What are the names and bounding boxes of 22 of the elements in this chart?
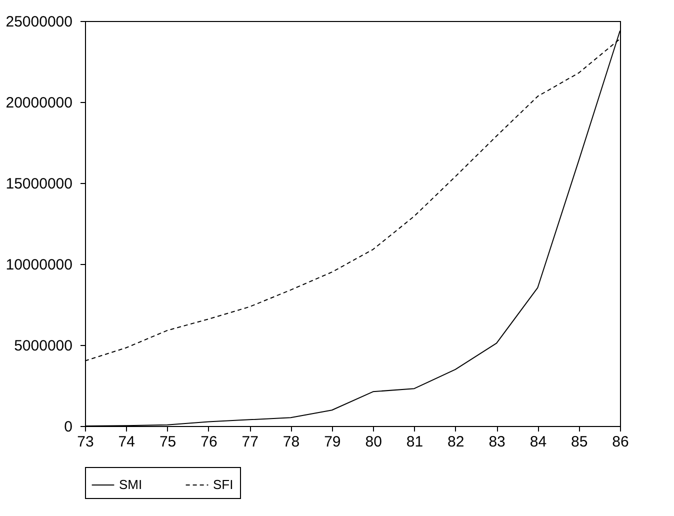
y-tick-label: 0 <box>64 418 72 436</box>
x-tick-label: 78 <box>282 434 300 450</box>
x-tick-label: 83 <box>488 434 506 450</box>
x-tick-label: 73 <box>77 434 94 450</box>
y-tick-label: 25000000 <box>6 14 72 30</box>
x-tick-label: 82 <box>448 434 464 450</box>
x-tick-label: 79 <box>324 434 341 450</box>
y-tick-label: 5000000 <box>14 338 72 354</box>
y-tick-label: 10000000 <box>6 256 72 274</box>
x-tick-label: 81 <box>406 434 424 450</box>
x-tick-label: 74 <box>118 434 135 450</box>
x-tick-label: 84 <box>530 434 547 450</box>
x-tick-label: 85 <box>571 434 588 450</box>
y-tick-label: 20000000 <box>6 94 72 112</box>
x-tick-label: 77 <box>242 434 258 450</box>
x-tick-label: 86 <box>612 434 629 450</box>
legend-label: SFI <box>213 477 234 492</box>
x-tick-label: 75 <box>159 434 176 450</box>
x-tick-label: 80 <box>365 434 382 450</box>
y-tick-label: 15000000 <box>6 176 72 192</box>
x-tick-label: 76 <box>200 434 218 450</box>
legend-label: SMI <box>119 477 142 492</box>
